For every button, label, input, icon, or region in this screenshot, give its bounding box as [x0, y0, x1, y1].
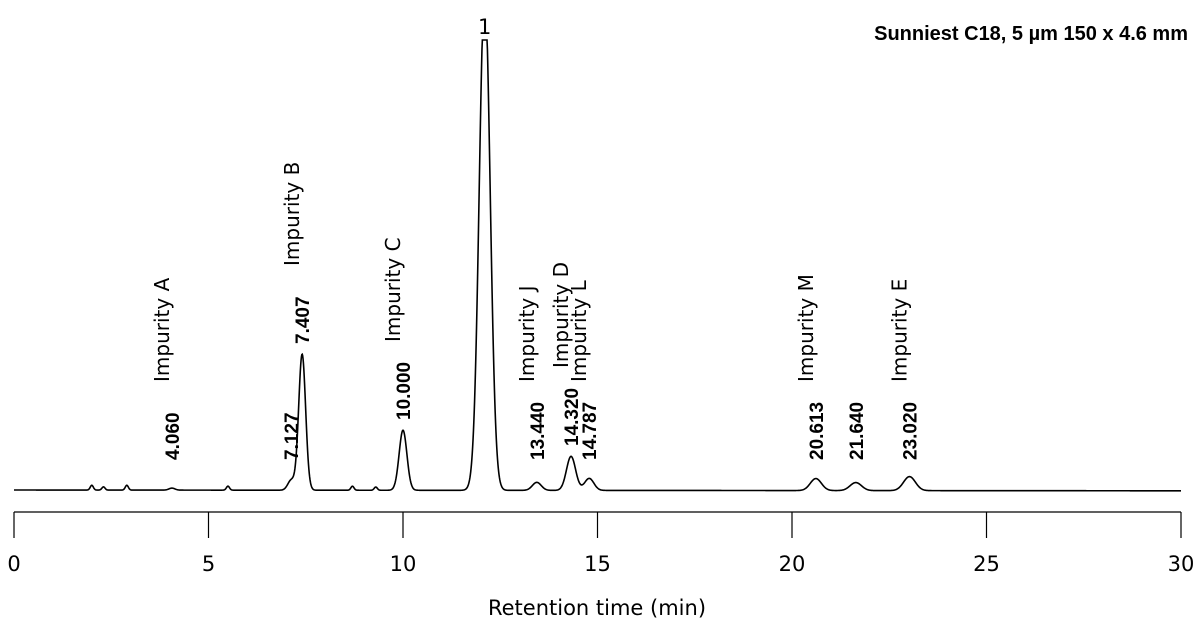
chromatogram-trace — [14, 39, 1181, 492]
impurity-label: Impurity D — [549, 262, 573, 368]
peak-rt-label: 7.407 — [293, 296, 314, 344]
x-tick-label: 30 — [1168, 552, 1193, 576]
impurity-label: Impurity A — [150, 277, 174, 382]
peak-rt-label: 23.020 — [901, 402, 922, 460]
peak-rt-label: 10.000 — [394, 362, 415, 420]
impurity-label: Impurity M — [794, 274, 818, 382]
trace-layer: 1 — [14, 15, 1181, 492]
x-axis-title: Retention time (min) — [488, 596, 706, 620]
peak-labels: 4.060 Impurity A 7.127 7.407 Impurity B 10.00… — [150, 162, 922, 460]
impurity-label: Impurity B — [280, 162, 304, 266]
peak-rt-label: 21.640 — [847, 402, 868, 460]
x-tick-label: 5 — [202, 552, 215, 576]
x-tick-label: 0 — [7, 552, 20, 576]
peak-rt-label: 7.127 — [282, 412, 303, 460]
x-tick-label: 10 — [390, 552, 417, 576]
peak-rt-label: 13.440 — [528, 402, 549, 460]
peak-rt-label: 14.320 — [562, 388, 583, 446]
peak-rt-label: 4.060 — [163, 412, 184, 460]
peak-rt-label: 14.787 — [580, 402, 601, 460]
x-tick-label: 25 — [973, 552, 1000, 576]
impurity-label: Impurity C — [381, 237, 405, 342]
column-title: Sunniest C18, 5 µm 150 x 4.6 mm — [874, 23, 1188, 45]
main-peak-label: 1 — [478, 15, 491, 39]
peak-rt-label: 20.613 — [807, 402, 828, 460]
x-tick-label: 15 — [584, 552, 611, 576]
impurity-label: Impurity L — [567, 279, 591, 382]
impurity-label: Impurity J — [515, 286, 539, 382]
x-tick-label: 20 — [779, 552, 806, 576]
impurity-label: Impurity E — [888, 279, 912, 382]
x-axis: 0 5 10 15 20 25 30 — [7, 511, 1193, 576]
